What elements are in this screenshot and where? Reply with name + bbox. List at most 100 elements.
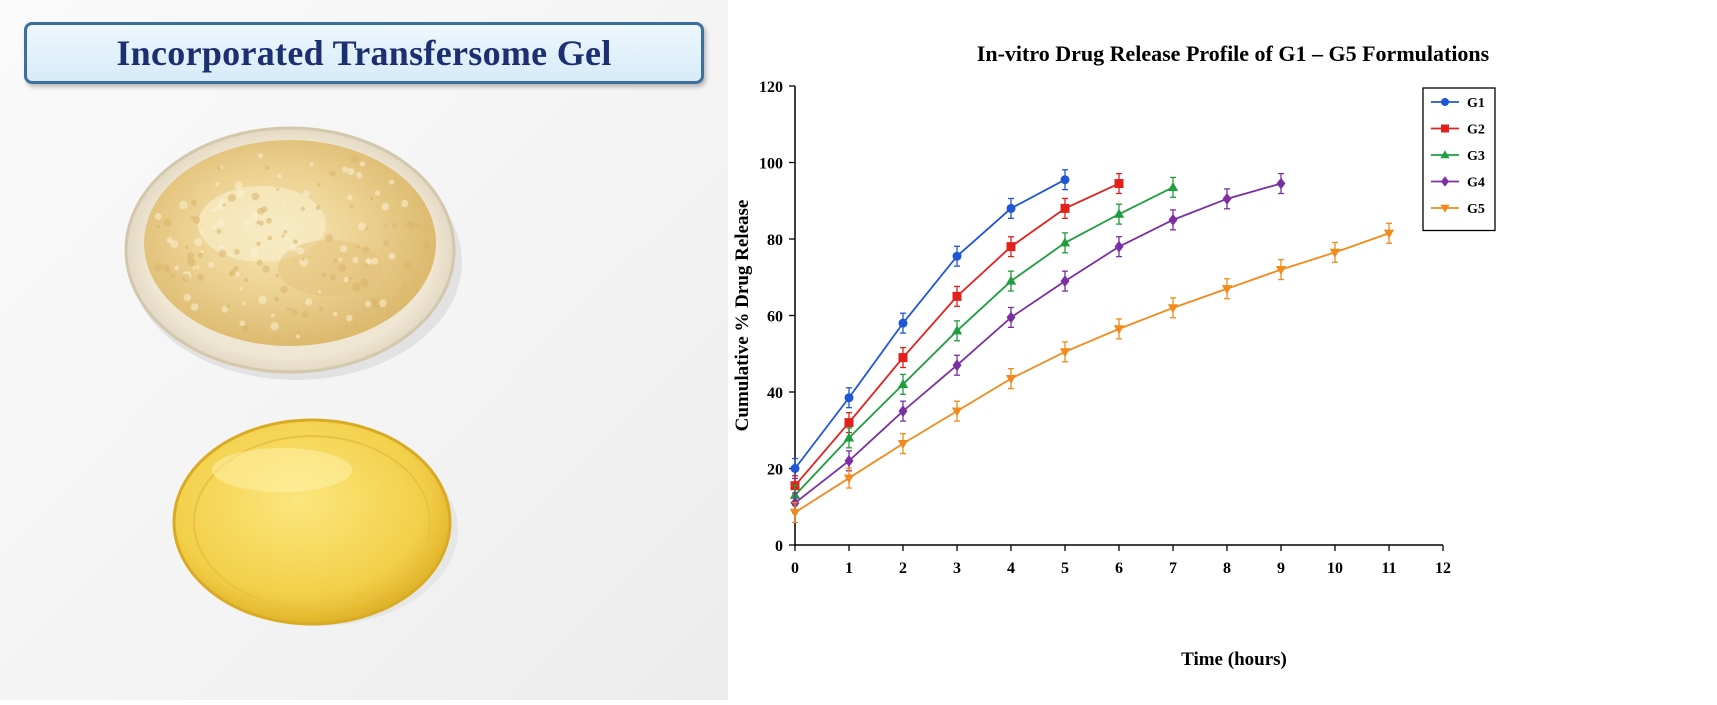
gel-speckle (243, 277, 249, 283)
gel-speckle (226, 304, 231, 308)
gel-speckle (352, 323, 359, 330)
y-tick-label: 80 (767, 232, 783, 249)
x-tick-label: 4 (1007, 560, 1015, 577)
data-point-g2 (1006, 242, 1016, 252)
data-point-g3 (1005, 275, 1017, 285)
legend-swatch-marker (1441, 176, 1449, 187)
legend-item-g5: G5 (1431, 202, 1485, 217)
gel-speckle (321, 272, 326, 277)
gel-speckle (179, 200, 188, 210)
gel-speckle (165, 267, 171, 274)
series-g3 (789, 176, 1179, 506)
gel-speckle (256, 220, 261, 225)
gel-speckle (282, 202, 286, 207)
gel-speckle (174, 265, 180, 271)
gel-speckle (415, 222, 420, 228)
gel-speckle (286, 307, 290, 311)
gel-speckle (233, 265, 239, 272)
data-point-g4 (1006, 311, 1016, 324)
gel-speckle (239, 286, 243, 291)
gel-speckle (284, 236, 289, 241)
data-point-g3 (1059, 237, 1071, 247)
gel-speckle (156, 224, 160, 229)
gel-speckle (338, 257, 342, 262)
gel-speckle (401, 199, 409, 208)
legend-swatch-marker (1441, 124, 1449, 133)
gel-speckle (154, 212, 162, 220)
gel-speckle (265, 165, 270, 171)
gel-speckle (199, 230, 204, 234)
data-point-g4 (1168, 214, 1178, 226)
gel-speckle (333, 312, 338, 317)
gel-speckle (406, 220, 415, 230)
data-point-g5 (1059, 348, 1071, 358)
gel-speckle (208, 261, 215, 268)
gel-speckle (191, 199, 197, 206)
gel-speckle (347, 194, 353, 200)
x-tick-label: 8 (1223, 560, 1231, 577)
gel-speckle (183, 293, 191, 301)
data-point-g5 (1329, 248, 1341, 258)
x-tick-label: 3 (953, 560, 961, 577)
series-g1 (790, 169, 1070, 480)
gel-speckle (364, 300, 372, 308)
data-point-g2 (1060, 203, 1070, 213)
gel-speckle (196, 265, 200, 269)
gel-speckle (216, 228, 222, 234)
gel-speckle (343, 276, 349, 283)
gel-speckle (250, 333, 254, 337)
legend-swatch-marker (1441, 98, 1449, 106)
y-tick-label: 40 (767, 385, 783, 402)
gel-speckle (209, 208, 214, 213)
gel-speckle (423, 241, 430, 249)
x-tick-label: 11 (1381, 560, 1396, 577)
gel-speckle (363, 263, 368, 268)
y-tick-label: 20 (767, 462, 783, 479)
legend-item-g1: G1 (1431, 96, 1485, 111)
gel-speckle (360, 278, 368, 286)
data-point-g4 (844, 455, 854, 467)
gel-speckle (281, 234, 285, 238)
gel-label: Incorporated Transfersome Gel (116, 33, 612, 73)
data-point-g2 (1114, 179, 1124, 189)
legend-item-g4: G4 (1431, 176, 1485, 191)
gel-speckle (250, 211, 259, 220)
x-tick-label: 10 (1327, 560, 1343, 577)
series-g5 (789, 222, 1395, 524)
data-point-g3 (951, 325, 963, 335)
gel-speckle (215, 182, 220, 187)
gel-speckle (256, 241, 261, 247)
gel-speckle (341, 166, 348, 173)
gel-speckle (423, 227, 428, 232)
data-point-g1 (1060, 175, 1070, 185)
gel-speckle (218, 244, 224, 251)
gel-speckle (257, 207, 265, 215)
gel-speckle (293, 239, 298, 245)
gel-speckle (270, 322, 279, 331)
gel-speckle (333, 259, 338, 263)
data-point-g5 (1383, 229, 1395, 239)
gel-speckle (300, 206, 305, 211)
legend-label: G2 (1467, 123, 1485, 138)
gel-speckle (306, 332, 312, 338)
gel-speckle (383, 240, 390, 247)
gel-speckle (358, 222, 367, 231)
data-point-g5 (1005, 375, 1017, 385)
y-tick-label: 60 (767, 309, 783, 326)
legend-label: G4 (1467, 176, 1485, 191)
gel-speckle (389, 179, 395, 185)
y-tick-label: 100 (759, 156, 783, 173)
gel-speckle (187, 258, 196, 267)
gel-speckle (212, 224, 217, 229)
data-point-g3 (843, 432, 855, 442)
gel-speckle (219, 198, 226, 205)
gel-photo (124, 126, 462, 626)
gel-speckle (374, 190, 381, 196)
legend-label: G5 (1467, 202, 1485, 217)
gel-speckle (185, 245, 189, 250)
gel-speckle (348, 277, 352, 281)
gel-speckle (250, 248, 260, 258)
gel-speckle (301, 311, 309, 318)
legend-swatch-marker (1440, 150, 1450, 159)
